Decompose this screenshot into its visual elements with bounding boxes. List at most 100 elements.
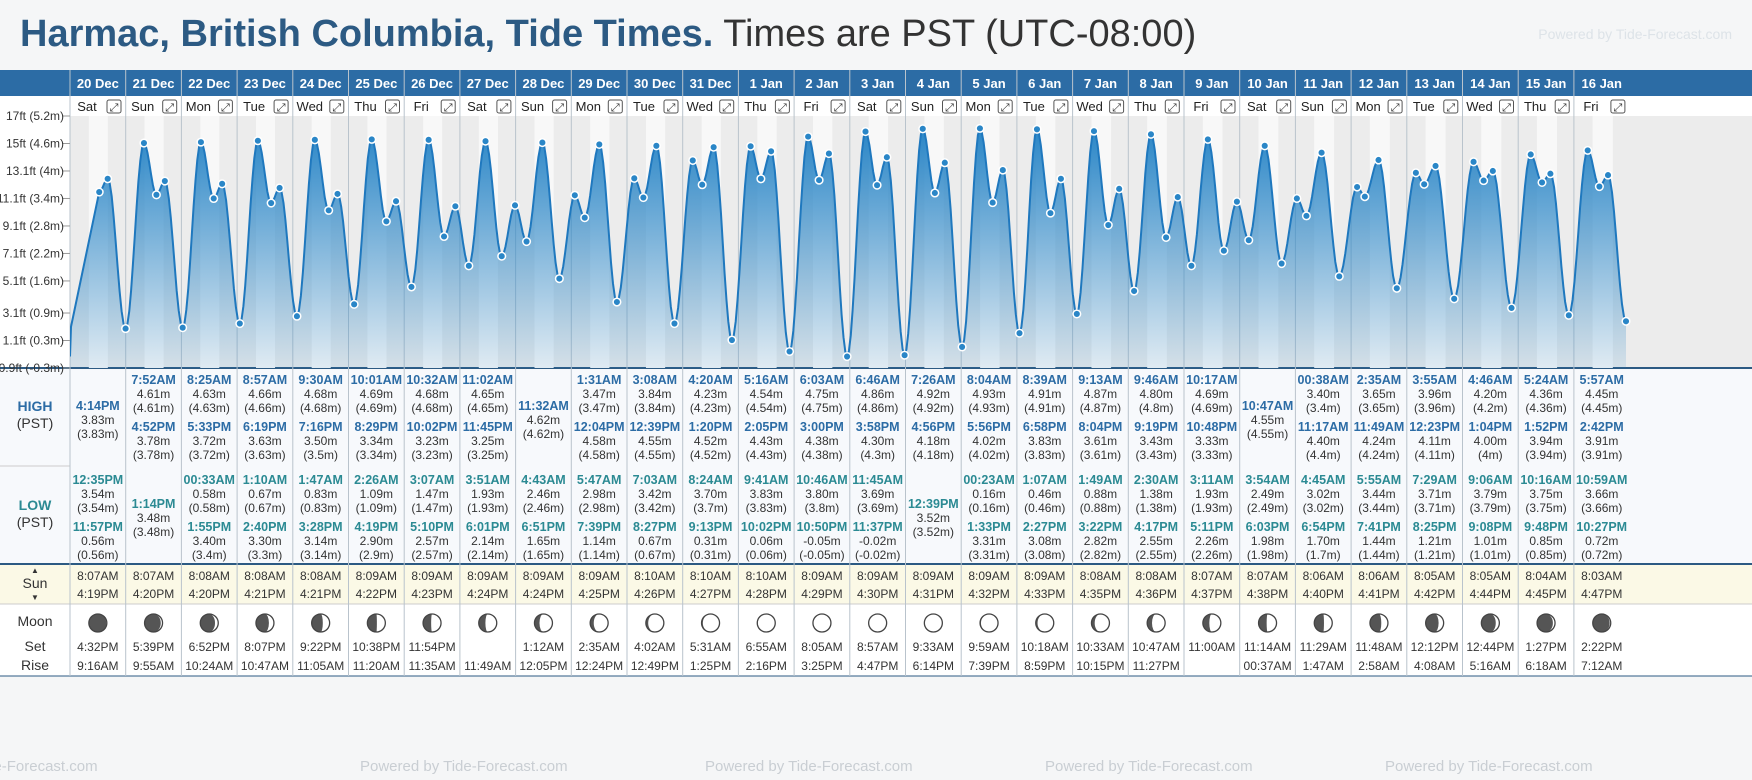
moon-disc (980, 614, 999, 632)
moon-disc (868, 614, 887, 632)
expand-button[interactable]: ⤢ (1053, 99, 1069, 114)
low-tide-time: 9:06AM (1468, 473, 1512, 487)
footer-watermark: Powered by Tide-Forecast.com (360, 758, 568, 775)
high-tide-time: 6:03AM (800, 373, 844, 387)
expand-button-frame (552, 99, 568, 114)
expand-button[interactable]: ⤢ (1443, 99, 1459, 114)
footer-watermarks: Powered by Tide-Forecast.com Powered by … (0, 756, 1752, 780)
moonrise-time: 11:35AM (408, 659, 455, 673)
sunset-time: 4:24PM (523, 587, 564, 601)
tide-extremum-point (1186, 261, 1196, 271)
low-tide-height: 1.38m (1139, 487, 1172, 501)
tide-extremum-point (638, 193, 648, 203)
high-tide-time: 5:24AM (1524, 373, 1568, 387)
low-tide-time: 9:41AM (744, 473, 788, 487)
expand-button[interactable]: ⤢ (106, 99, 122, 114)
expand-button[interactable]: ⤢ (997, 99, 1013, 114)
tide-extremum-point (1352, 182, 1362, 192)
tide-extremum-point (1219, 246, 1229, 256)
expand-button[interactable]: ⤢ (162, 99, 178, 114)
high-tide-height-m: (3.47m) (578, 401, 619, 415)
low-tide-height: 3.02m (1307, 487, 1340, 501)
moonrise-time: 11:20AM (353, 659, 400, 673)
expand-button[interactable]: ⤢ (217, 99, 233, 114)
expand-button[interactable]: ⤢ (273, 99, 289, 114)
low-tide-time: 00:33AM (184, 473, 235, 487)
high-tide-height-m: (3.83m) (77, 427, 118, 441)
tide-extremum-point (266, 198, 276, 208)
high-tide-height: 3.47m (582, 387, 615, 401)
expand-button[interactable]: ⤢ (663, 99, 679, 114)
high-tide-height: 4.36m (1529, 387, 1562, 401)
moon-shadow (1314, 614, 1324, 632)
sunrise-time: 8:09AM (467, 569, 508, 583)
tide-extremum-point (1411, 168, 1421, 178)
low-tide-height-m: (1.47m) (411, 501, 452, 515)
low-tide-height: 3.79m (1474, 487, 1507, 501)
expand-button[interactable]: ⤢ (830, 99, 846, 114)
expand-button[interactable]: ⤢ (607, 99, 623, 114)
expand-button-frame (1610, 99, 1626, 114)
expand-button[interactable]: ⤢ (440, 99, 456, 114)
sunrise-time: 8:07AM (77, 569, 118, 583)
moonrise-time: 10:24AM (185, 659, 233, 673)
tide-extremum-point (1583, 145, 1593, 155)
high-tide-height-m: (3.25m) (467, 448, 508, 462)
moon-disc (645, 614, 664, 632)
low-tide-height-m: (3.08m) (1024, 548, 1065, 562)
low-tide-height: 2.46m (527, 487, 560, 501)
tide-extremum-point (1045, 208, 1055, 218)
expand-button[interactable]: ⤢ (1220, 99, 1236, 114)
sunset-time: 4:23PM (411, 587, 452, 601)
expand-button[interactable]: ⤢ (1499, 99, 1514, 114)
tide-extremum-point (324, 205, 334, 215)
expand-button[interactable]: ⤢ (329, 99, 345, 114)
moon-shadow (701, 614, 711, 632)
low-tide-height: 3.44m (1362, 487, 1395, 501)
expand-button[interactable]: ⤢ (385, 99, 400, 114)
moon-shadow (1202, 614, 1212, 632)
high-tide-height: 4.45m (1585, 387, 1618, 401)
high-tide-height-m: (4.92m) (913, 401, 954, 415)
expand-button[interactable]: ⤢ (552, 99, 568, 114)
expand-button-frame (830, 99, 846, 114)
moonset-time: 10:38PM (352, 640, 400, 654)
expand-button[interactable]: ⤢ (1331, 99, 1347, 114)
high-tide-time: 11:45PM (463, 420, 513, 434)
weekday-label: Sat (1247, 99, 1267, 114)
expand-button[interactable]: ⤢ (496, 99, 512, 114)
low-tide-height-m: (3.02m) (1303, 501, 1344, 515)
high-tide-height: 3.33m (1195, 434, 1228, 448)
weekday-label: Tue (633, 99, 655, 114)
moonset-time: 8:57AM (857, 640, 898, 654)
tide-extremum-point (1161, 232, 1171, 242)
low-tide-height: -0.02m (859, 534, 896, 548)
high-tide-height-m: (4.38m) (801, 448, 842, 462)
expand-button[interactable]: ⤢ (942, 99, 957, 114)
tide-extremum-point (349, 299, 359, 309)
high-tide-height: 4.00m (1474, 434, 1507, 448)
expand-button[interactable]: ⤢ (1109, 99, 1125, 114)
expand-button[interactable]: ⤢ (1387, 99, 1403, 114)
expand-button[interactable]: ⤢ (1276, 99, 1292, 114)
expand-button[interactable]: ⤢ (886, 99, 902, 114)
sun-label: Sun (23, 575, 48, 591)
low-tide-height-m: (1.93m) (467, 501, 508, 515)
low-tide-time: 10:16AM (1520, 473, 1571, 487)
low-tide-height: 2.14m (471, 534, 504, 548)
sunrise-time: 8:10AM (690, 569, 731, 583)
high-tide-time: 8:04AM (967, 373, 1011, 387)
expand-button[interactable]: ⤢ (1164, 99, 1180, 114)
expand-button[interactable]: ⤢ (719, 99, 735, 114)
high-tide-height: 4.69m (360, 387, 393, 401)
expand-button[interactable]: ⤢ (1554, 99, 1570, 114)
expand-button[interactable]: ⤢ (774, 99, 790, 114)
high-tide-height-m: (3.83m) (1024, 448, 1065, 462)
weekday-label: Thu (1524, 99, 1546, 114)
title-timezone: Times are PST (UTC-08:00) (713, 13, 1197, 55)
sunset-time: 4:31PM (913, 587, 954, 601)
moonrise-time: 4:47PM (857, 659, 898, 673)
expand-button[interactable]: ⤢ (1610, 99, 1626, 114)
high-tide-time: 8:25AM (187, 373, 231, 387)
date-header: 27 Dec (467, 76, 509, 91)
